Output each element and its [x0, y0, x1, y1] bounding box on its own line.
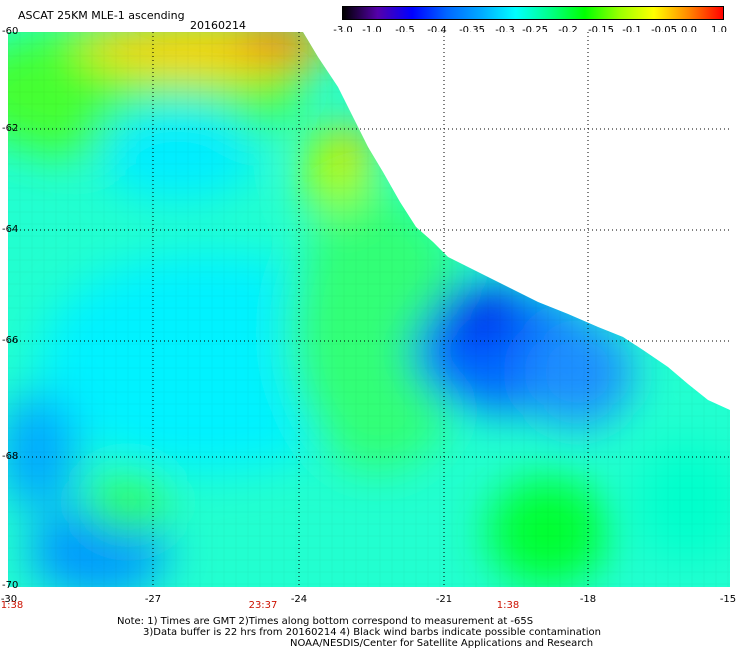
colorbar-label: -1.0 [362, 25, 382, 36]
image-title: ASCAT 25KM MLE-1 ascending [18, 9, 185, 22]
colorbar-label: 1.0 [711, 25, 727, 36]
colorbar-label: -0.4 [427, 25, 447, 36]
y-tick-label: -66 [2, 335, 19, 346]
colorbar-label: -0.35 [459, 25, 485, 36]
wind-field-map [8, 32, 730, 587]
colorbar-label: -0.15 [588, 25, 614, 36]
measurement-time: 1:38 [0, 600, 24, 611]
footnote-line-1: Note: 1) Times are GMT 2)Times along bot… [117, 616, 534, 627]
colorbar [342, 6, 724, 20]
colorbar-label: 0.0 [681, 25, 697, 36]
x-tick-label: -21 [435, 594, 453, 605]
colorbar-label: -0.25 [522, 25, 548, 36]
y-tick-label: -68 [2, 451, 19, 462]
y-tick-label: -60 [2, 26, 19, 37]
colorbar-label: -0.1 [622, 25, 642, 36]
footnote-credit: NOAA/NESDIS/Center for Satellite Applica… [290, 638, 594, 649]
graticule [8, 32, 730, 587]
image-date: 20160214 [190, 19, 246, 32]
x-tick-label: -15 [719, 594, 737, 605]
colorbar-label: -0.05 [651, 25, 677, 36]
x-tick-label: -18 [579, 594, 597, 605]
x-tick-label: -30 [0, 594, 18, 605]
colorbar-label: -0.3 [495, 25, 515, 36]
measurement-time: 23:37 [248, 600, 278, 611]
footnote-line-2: 3)Data buffer is 22 hrs from 20160214 4)… [143, 627, 601, 638]
colorbar-label: -3.0 [333, 25, 353, 36]
x-tick-label: -24 [290, 594, 308, 605]
colorbar-label: -0.5 [395, 25, 415, 36]
measurement-time: 1:38 [496, 600, 520, 611]
y-tick-label: -62 [2, 123, 19, 134]
y-tick-label: -70 [2, 580, 19, 591]
colorbar-label: -0.2 [558, 25, 578, 36]
pixel-grid [8, 32, 730, 587]
x-tick-label: -27 [144, 594, 162, 605]
y-tick-label: -64 [2, 224, 19, 235]
